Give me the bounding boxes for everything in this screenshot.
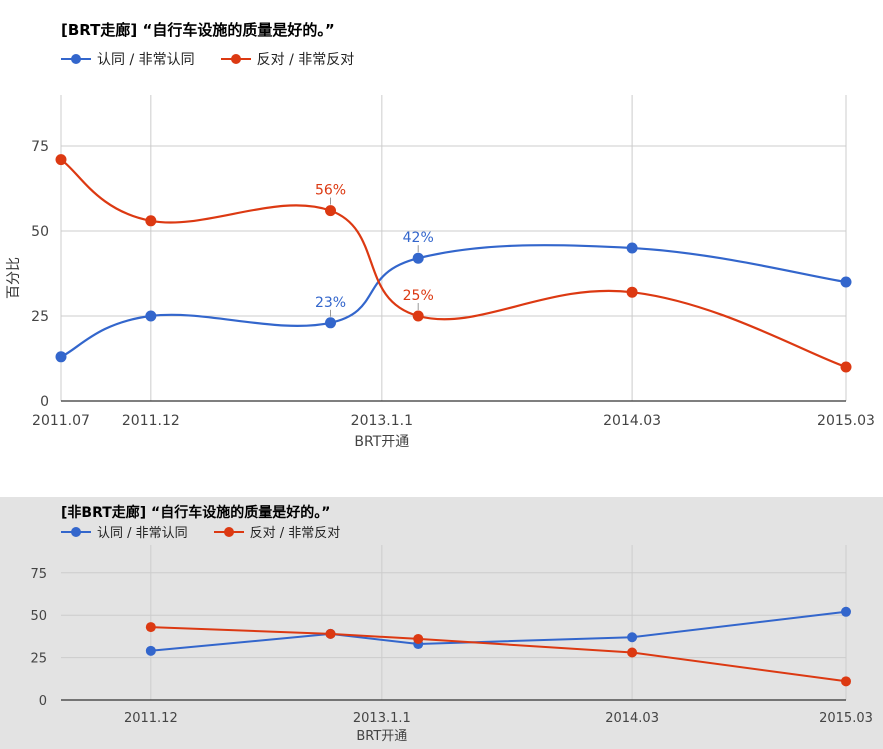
data-point-0 — [626, 242, 638, 254]
data-point-0 — [325, 317, 337, 329]
x-tick-label: 2014.03 — [605, 711, 659, 726]
data-point-1 — [840, 361, 852, 373]
legend-swatch-approve — [61, 526, 91, 538]
legend-swatch-oppose — [220, 53, 251, 65]
y-tick-label: 50 — [30, 609, 47, 624]
legend-item-approve[interactable]: 认同 / 非常认同 — [61, 522, 188, 541]
chart-legend: 认同 / 非常认同 反对 / 非常反对 — [61, 49, 380, 69]
x-tick-label: 2011.12 — [124, 711, 178, 726]
legend-swatch-approve — [61, 53, 91, 65]
x-tick-label: 2014.03 — [603, 413, 661, 429]
chart-panel-brt: [BRT走廊] “自行车设施的质量是好的。” 认同 / 非常认同 反对 / 非常… — [6, 21, 875, 450]
series-line-1 — [60, 158, 847, 369]
legend-item-approve[interactable]: 认同 / 非常认同 — [61, 49, 195, 69]
x-tick-label: 2013.1.1 — [353, 711, 411, 726]
data-point-1 — [626, 286, 638, 298]
legend-item-oppose[interactable]: 反对 / 非常反对 — [220, 49, 355, 69]
legend-swatch-oppose — [213, 526, 244, 538]
legend-label-approve: 认同 / 非常认同 — [97, 526, 188, 541]
y-tick-label: 25 — [31, 309, 49, 325]
legend-label-oppose: 反对 / 非常反对 — [249, 526, 341, 541]
x-tick-label: 2013.1.1 — [351, 413, 413, 429]
x-tick-label: 2015.03 — [819, 711, 873, 726]
y-tick-label: 50 — [31, 224, 49, 240]
series-line-0 — [60, 244, 847, 358]
x-tick-label: 2015.03 — [817, 413, 875, 429]
data-point-1 — [841, 676, 851, 687]
data-point-0 — [55, 351, 67, 363]
y-tick-label: 75 — [30, 567, 47, 582]
data-point-1 — [627, 647, 638, 658]
y-axis-label: 百分比 — [6, 257, 22, 299]
data-point-1 — [413, 633, 424, 644]
data-point-0 — [841, 606, 851, 617]
series-line-1 — [150, 626, 847, 683]
data-point-1 — [55, 154, 67, 166]
data-point-0 — [840, 276, 852, 288]
line-chart-brt: 0 25 50 75 2011.07 2011.12 2013.1.1 BRT开通 2014.0… — [6, 95, 875, 450]
x-tick-label: 2011.12 — [122, 413, 180, 429]
y-tick-label: 0 — [40, 394, 49, 410]
y-tick-label: 0 — [39, 694, 47, 709]
data-point-0 — [412, 252, 424, 264]
chart-title: [非BRT走廊] “自行车设施的质量是好的。” — [61, 505, 331, 521]
legend-label-oppose: 反对 / 非常反对 — [256, 52, 355, 68]
data-point-1 — [325, 628, 336, 639]
data-point-1 — [145, 215, 157, 227]
annotation-label: 23% — [315, 295, 346, 311]
y-tick-label: 75 — [31, 139, 49, 155]
chart-panel-non-brt: [非BRT走廊] “自行车设施的质量是好的。” 认同 / 非常认同 反对 / 非… — [0, 497, 883, 749]
x-tick-label: 2011.07 — [32, 413, 90, 429]
chart-title: [BRT走廊] “自行车设施的质量是好的。” — [61, 21, 335, 39]
annotation-label: 56% — [315, 183, 346, 199]
annotation-label: 25% — [403, 288, 434, 304]
chart-legend: 认同 / 非常认同 反对 / 非常反对 — [61, 522, 366, 541]
data-point-0 — [145, 310, 157, 322]
data-point-1 — [145, 622, 156, 633]
legend-item-oppose[interactable]: 反对 / 非常反对 — [213, 522, 341, 541]
data-point-1 — [325, 205, 337, 217]
legend-label-approve: 认同 / 非常认同 — [97, 52, 195, 68]
line-chart-non-brt: 0 25 50 75 2011.12 2013.1.1 BRT开通 2014.03 2015.0… — [30, 545, 873, 744]
x-tick-sublabel: BRT开通 — [354, 434, 409, 450]
data-point-0 — [145, 645, 156, 656]
y-tick-label: 25 — [30, 652, 47, 667]
x-tick-sublabel: BRT开通 — [356, 729, 407, 744]
annotation-label: 42% — [403, 230, 434, 246]
data-point-1 — [412, 310, 424, 322]
data-point-0 — [627, 632, 638, 643]
